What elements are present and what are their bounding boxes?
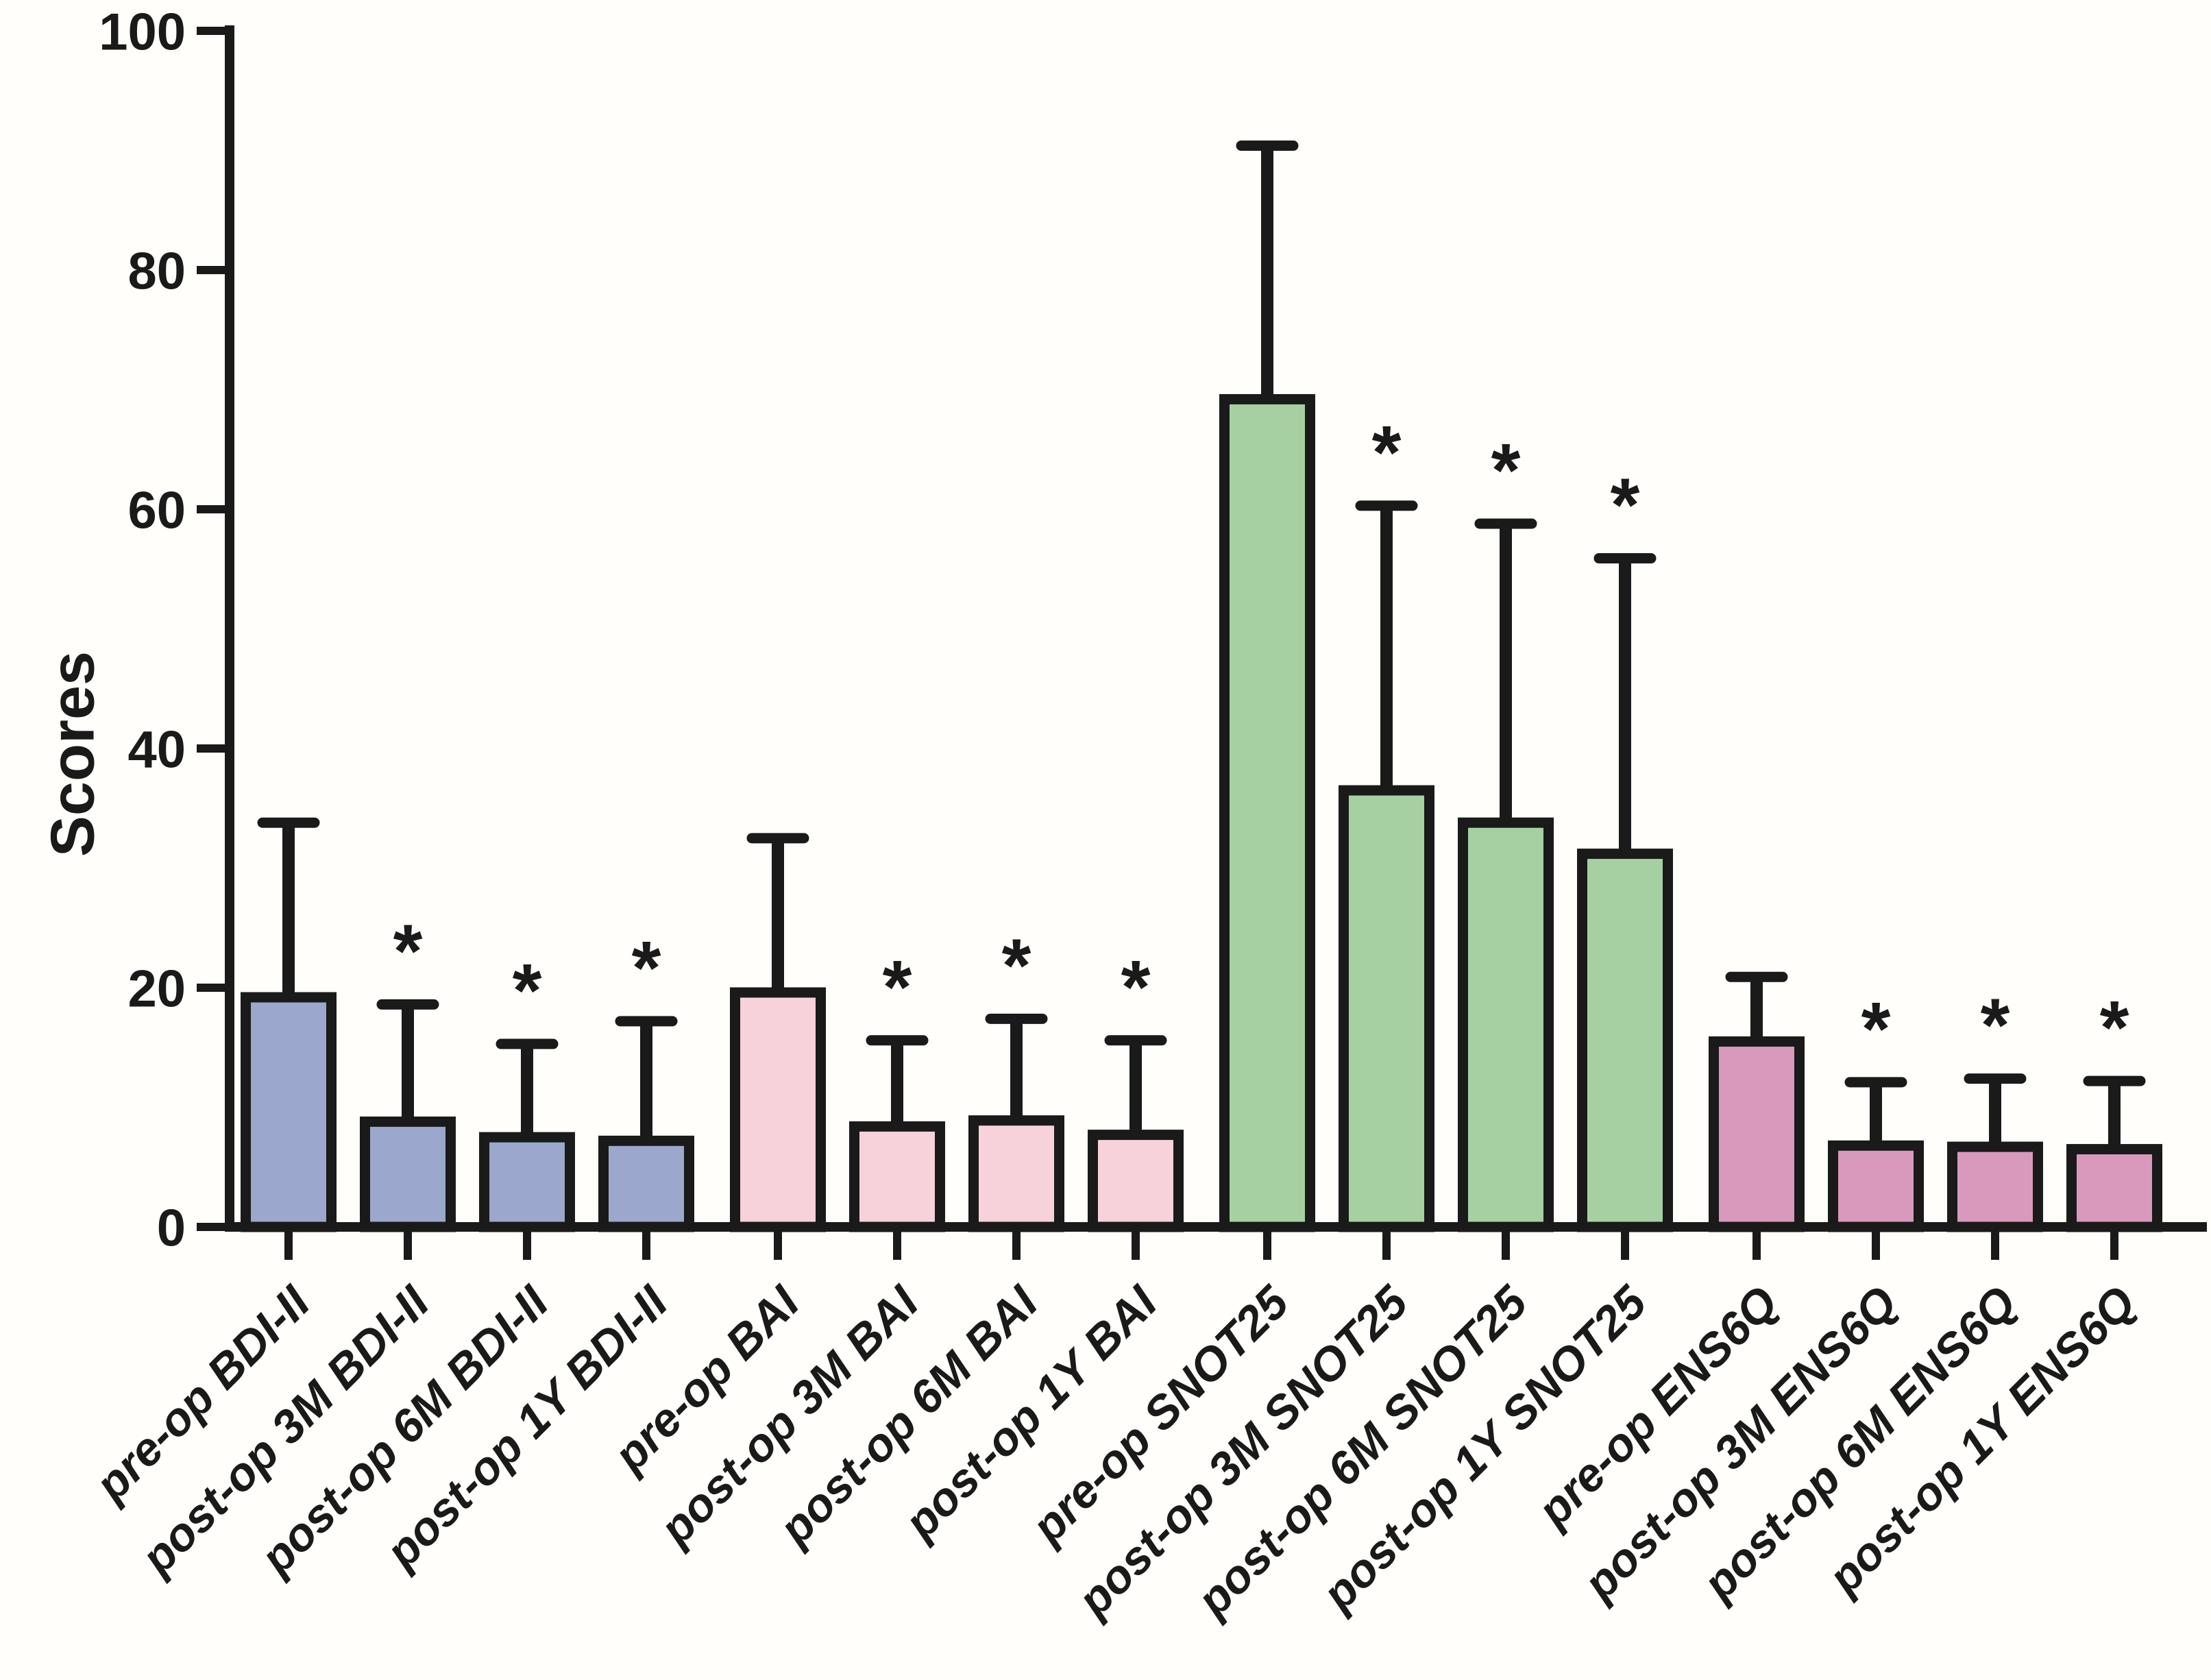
- bar-post-op-1y-snot25: [1577, 849, 1673, 1232]
- y-tick-label-80: 80: [127, 242, 186, 300]
- y-tick-label-0: 0: [157, 1199, 186, 1257]
- y-tick-label-20: 20: [127, 960, 186, 1018]
- significance-asterisk-post-op-1y-ens6q: *: [2100, 986, 2129, 1070]
- bar-post-op-1y-bdi-ii: [598, 1135, 694, 1232]
- bar-pre-op-ens6q: [1709, 1036, 1805, 1232]
- significance-asterisk-post-op-1y-bai: *: [1121, 945, 1151, 1030]
- bar-post-op-3m-bdi-ii: [360, 1116, 456, 1232]
- bar-post-op-6m-snot25: [1458, 817, 1554, 1232]
- significance-asterisk-post-op-1y-bdi-ii: *: [632, 926, 661, 1010]
- bar-post-op-3m-ens6q: [1828, 1140, 1924, 1232]
- bar-post-op-3m-bai: [849, 1121, 945, 1232]
- bar-pre-op-bai: [730, 987, 826, 1232]
- significance-asterisk-post-op-3m-snot25: *: [1372, 411, 1402, 495]
- bar-pre-op-bdi-ii: [241, 992, 337, 1232]
- significance-asterisk-post-op-3m-ens6q: *: [1861, 987, 1891, 1071]
- significance-asterisk-post-op-3m-bdi-ii: *: [393, 909, 423, 993]
- significance-asterisk-post-op-3m-bai: *: [883, 945, 912, 1030]
- significance-asterisk-post-op-6m-bdi-ii: *: [513, 949, 542, 1033]
- significance-asterisk-post-op-6m-bai: *: [1002, 923, 1031, 1008]
- significance-asterisk-post-op-6m-ens6q: *: [1981, 984, 2010, 1068]
- y-tick-label-100: 100: [99, 3, 186, 61]
- bar-post-op-3m-snot25: [1339, 785, 1434, 1232]
- bar-post-op-1y-bai: [1088, 1130, 1184, 1232]
- significance-asterisk-post-op-1y-snot25: *: [1611, 463, 1640, 548]
- y-tick-label-60: 60: [127, 481, 186, 539]
- bar-post-op-6m-ens6q: [1947, 1141, 2043, 1232]
- significance-asterisk-post-op-6m-snot25: *: [1491, 428, 1521, 513]
- y-axis-title: Scores: [39, 651, 108, 857]
- bar-post-op-6m-bai: [968, 1115, 1064, 1232]
- bar-pre-op-snot25: [1219, 393, 1315, 1232]
- bar-post-op-1y-ens6q: [2066, 1144, 2162, 1232]
- bar-post-op-6m-bdi-ii: [479, 1132, 575, 1232]
- y-tick-label-40: 40: [127, 720, 186, 779]
